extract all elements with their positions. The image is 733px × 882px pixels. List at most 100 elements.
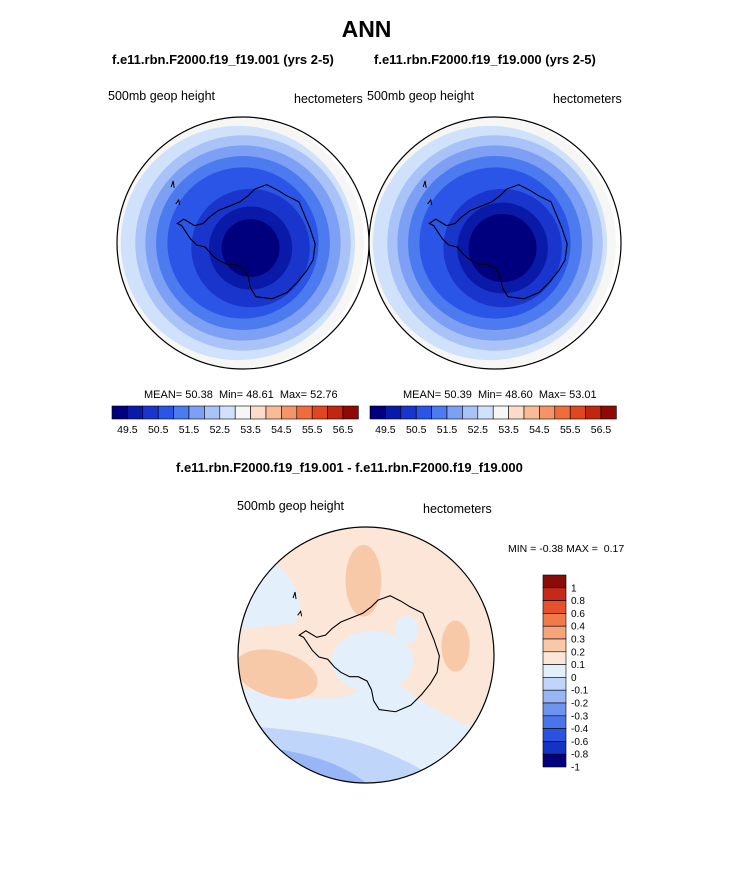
panel2-colorbar-swatch-3 xyxy=(415,405,432,420)
panel1-mean-label: MEAN= xyxy=(144,389,183,401)
panel2-colorbar-swatch-8 xyxy=(492,405,509,420)
main-title: ANN xyxy=(341,16,392,42)
diff-colorbar-tick-9: -0.2 xyxy=(571,699,589,710)
panel2-min-label: Min= xyxy=(477,389,503,401)
diff-max-value: 0.17 xyxy=(603,543,625,555)
panel1-colorbar-swatch-14 xyxy=(327,405,344,420)
panel2-colorbar-tick-5: 54.5 xyxy=(529,424,550,436)
panel1-colorbar-swatch-2 xyxy=(142,405,159,420)
panel2-title: f.e11.rbn.F2000.f19_f19.000 (yrs 2-5) xyxy=(374,52,596,67)
panel2-colorbar: 49.5 50.5 51.5 52.5 53.5 54.5 55.5 56.5 xyxy=(369,405,617,436)
panel2-colorbar-swatch-9 xyxy=(508,405,525,420)
panel1-colorbar-tick-3: 52.5 xyxy=(210,424,231,436)
panel2-colorbar-swatch-2 xyxy=(400,405,417,420)
panel1-map xyxy=(116,116,370,370)
panel2-colorbar-swatch-11 xyxy=(539,405,556,420)
panel1-colorbar: 49.5 50.5 51.5 52.5 53.5 54.5 55.5 56.5 xyxy=(111,405,359,436)
diff-colorbar-swatch-12 xyxy=(542,728,567,742)
diff-colorbar-tick-1: 0.8 xyxy=(571,596,585,607)
diff-colorbar-swatch-9 xyxy=(542,689,567,704)
diff-colorbar-tick-0: 1 xyxy=(571,583,577,594)
panel1-colorbar-swatch-6 xyxy=(204,405,221,420)
diff-colorbar: 1 0.8 0.6 0.4 0.30.2 0.1 0 -0.1 -0.2-0.3 -0.4 -0.6… xyxy=(542,574,589,774)
panel1-colorbar-tick-2: 51.5 xyxy=(179,424,200,436)
panel1-colorbar-swatch-3 xyxy=(157,405,174,420)
panel2-colorbar-swatch-0 xyxy=(369,405,386,420)
panel1-colorbar-swatch-9 xyxy=(250,405,267,420)
panel1-coastline-islands xyxy=(170,180,181,206)
panel1-colorbar-swatch-13 xyxy=(311,405,328,420)
diff-colorbar-swatch-2 xyxy=(542,600,567,614)
panel1-colorbar-swatch-7 xyxy=(219,405,236,420)
diff-colorbar-swatch-6 xyxy=(542,651,567,665)
panel2-colorbar-tick-3: 52.5 xyxy=(468,424,489,436)
diff-variable-label: 500mb geop height xyxy=(237,499,345,513)
panel1-colorbar-tick-6: 55.5 xyxy=(302,424,323,436)
diff-colorbar-tick-3: 0.4 xyxy=(571,622,585,633)
panel2-colorbar-tick-7: 56.5 xyxy=(591,424,612,436)
panel1-units-label: hectometers xyxy=(294,92,363,106)
panel2-contour-ring-8 xyxy=(468,214,537,283)
diff-units-label: hectometers xyxy=(423,502,492,516)
panel1-colorbar-tick-5: 54.5 xyxy=(271,424,292,436)
panel1-colorbar-tick-1: 50.5 xyxy=(148,424,169,436)
diff-colorbar-tick-11: -0.4 xyxy=(571,724,589,735)
panel2-units-label: hectometers xyxy=(553,92,622,106)
diff-map xyxy=(237,526,495,784)
diff-colorbar-swatch-4 xyxy=(542,625,567,640)
panel2-map xyxy=(368,116,622,370)
panel2-colorbar-swatch-1 xyxy=(385,405,402,420)
panel2-variable-label: 500mb geop height xyxy=(367,89,475,103)
panel1-max-label: Max= xyxy=(279,389,308,401)
panel1-colorbar-swatch-0 xyxy=(111,405,128,420)
panel2-coastline-islands xyxy=(422,180,433,206)
panel2-min-value: 48.60 xyxy=(505,389,533,401)
panel2-colorbar-swatch-5 xyxy=(446,405,463,420)
diff-coastline-islands xyxy=(292,591,303,617)
panel2-max-value: 53.01 xyxy=(569,389,597,401)
panel1-colorbar-swatch-10 xyxy=(265,405,282,420)
panel1-colorbar-swatch-11 xyxy=(281,405,298,420)
panel2-max-label: Max= xyxy=(538,389,567,401)
panel1-colorbar-swatch-12 xyxy=(296,405,313,420)
panel2-colorbar-swatch-7 xyxy=(477,405,494,420)
diff-colorbar-swatch-1 xyxy=(542,587,567,601)
panel1-max-value: 52.76 xyxy=(310,389,338,401)
diff-colorbar-swatch-11 xyxy=(542,715,567,729)
diff-colorbar-tick-10: -0.3 xyxy=(571,711,589,722)
diff-colorbar-tick-2: 0.6 xyxy=(571,609,585,620)
panel1-colorbar-tick-0: 49.5 xyxy=(117,424,138,436)
panel2-colorbar-tick-6: 55.5 xyxy=(560,424,581,436)
panel1-colorbar-swatch-1 xyxy=(127,405,144,420)
diff-map-border xyxy=(237,526,495,784)
panel1-colorbar-swatch-8 xyxy=(234,405,251,420)
diff-colorbar-swatch-3 xyxy=(542,613,567,627)
panel2-map-border xyxy=(368,116,622,370)
diff-field xyxy=(238,527,494,783)
panel2-colorbar-tick-1: 50.5 xyxy=(406,424,427,436)
diff-colorbar-tick-6: 0.1 xyxy=(571,660,585,671)
diff-colorbar-tick-5: 0.2 xyxy=(571,647,585,658)
panel2-colorbar-tick-0: 49.5 xyxy=(375,424,396,436)
diff-colorbar-tick-14: -1 xyxy=(571,763,580,774)
diff-colorbar-tick-12: -0.6 xyxy=(571,737,589,748)
diff-colorbar-swatch-7 xyxy=(542,664,567,678)
diff-colorbar-swatch-14 xyxy=(542,753,567,768)
panel2-mean-label: MEAN= xyxy=(403,389,442,401)
panel1-field xyxy=(117,117,364,369)
panel1-min-label: Min= xyxy=(218,389,244,401)
diff-colorbar-tick-4: 0.3 xyxy=(571,635,585,646)
panel2-mean-value: 50.39 xyxy=(444,389,472,401)
panel1-stats: MEAN= 50.38 Min= 48.61 Max= 52.76 xyxy=(144,389,338,401)
diff-colorbar-swatch-8 xyxy=(542,677,567,691)
panel1-title: f.e11.rbn.F2000.f19_f19.001 (yrs 2-5) xyxy=(112,52,334,67)
panel1-colorbar-swatch-4 xyxy=(173,405,190,420)
panel2-colorbar-tick-2: 51.5 xyxy=(437,424,458,436)
panel2-colorbar-swatch-6 xyxy=(462,405,479,420)
diff-colorbar-swatch-0 xyxy=(542,574,567,589)
panel1-variable-label: 500mb geop height xyxy=(108,89,216,103)
diff-stats: MIN = -0.38 MAX = 0.17 xyxy=(508,543,624,555)
diff-region-pos-north xyxy=(345,544,382,617)
diff-min-value: -0.38 xyxy=(539,543,564,555)
